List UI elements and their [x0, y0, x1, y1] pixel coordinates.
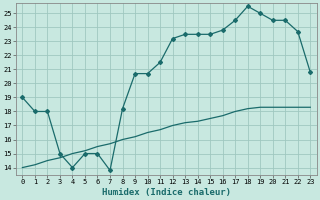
X-axis label: Humidex (Indice chaleur): Humidex (Indice chaleur) [102, 188, 231, 197]
